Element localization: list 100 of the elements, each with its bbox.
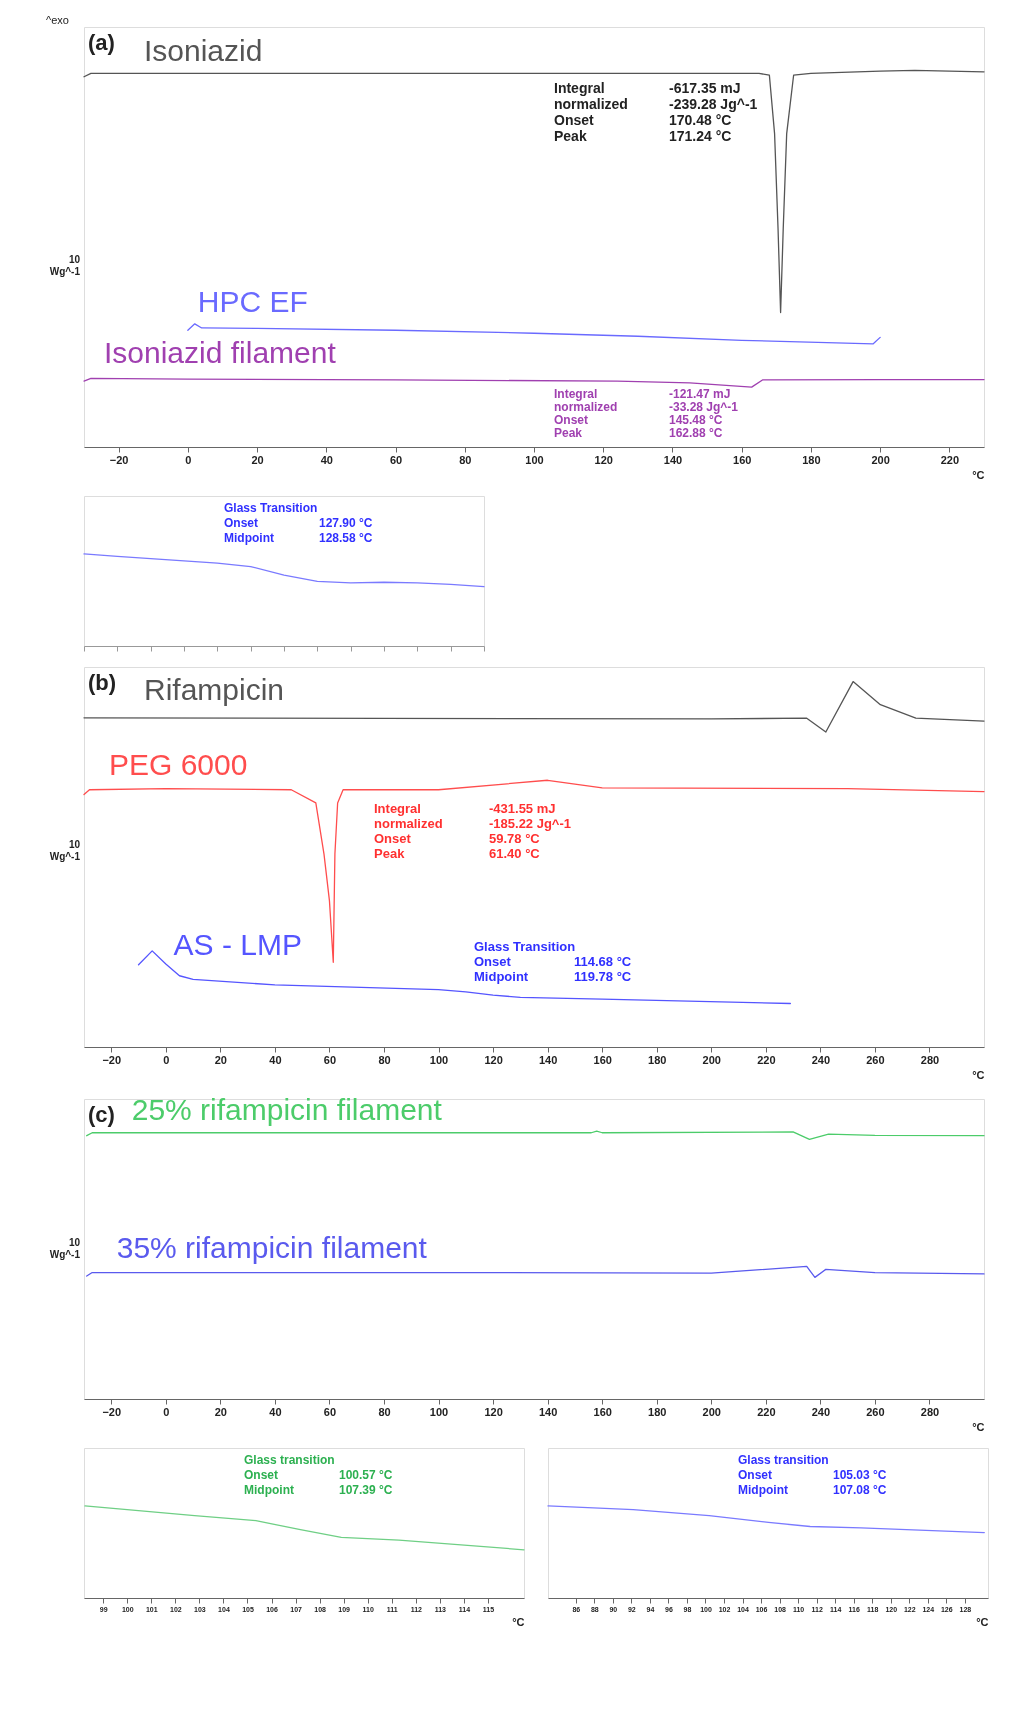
annotation: Midpoint <box>474 969 529 984</box>
x-axis-title: °C <box>972 1068 985 1081</box>
text: 128.58 °C <box>319 531 373 545</box>
annotation: 162.88 °C <box>669 426 723 440</box>
x-tick-label: 40 <box>269 1405 282 1418</box>
x-tick-label: 40 <box>269 1053 282 1066</box>
annotation: 171.24 °C <box>669 128 732 144</box>
text: Midpoint <box>244 1483 294 1497</box>
x-tick-label: 120 <box>594 453 613 466</box>
x-tick-label: 280 <box>920 1053 940 1066</box>
text: 10 <box>68 1237 81 1248</box>
text: Glass Transition <box>224 501 318 515</box>
annotation: Onset <box>554 112 595 128</box>
x-tick-label: 140 <box>538 1405 558 1418</box>
text: ^exo <box>46 14 69 26</box>
text: (c) <box>88 1102 115 1127</box>
text: 10 <box>68 254 81 265</box>
text: 127.90 °C <box>319 516 373 530</box>
x-tick-label: 80 <box>378 1053 391 1066</box>
x-tick-label: 120 <box>484 1053 503 1066</box>
text: Onset <box>224 516 259 530</box>
annotation: 114.68 °C <box>574 954 632 969</box>
text: (a) <box>88 30 115 55</box>
x-tick-label: 220 <box>940 453 960 466</box>
text: Wg^-1 <box>49 851 81 862</box>
x-tick-label: 100 <box>429 1053 449 1066</box>
annotation: Integral <box>554 387 598 401</box>
annotation: Peak <box>554 128 587 144</box>
x-tick-label: 180 <box>648 1405 667 1418</box>
annotation: Integral <box>554 80 605 96</box>
x-axis-title: °C <box>972 1420 985 1433</box>
x-tick-label: 60 <box>323 1053 337 1066</box>
series-label: 25% rifampicin filament <box>131 1092 443 1126</box>
x-tick-label: 180 <box>802 453 821 466</box>
x-tick-label: 160 <box>593 1053 612 1066</box>
text: Midpoint <box>738 1483 788 1497</box>
annotation: 119.78 °C <box>574 969 632 984</box>
x-tick-label: 0 <box>185 453 192 466</box>
annotation: -617.35 mJ <box>669 80 741 96</box>
x-axis-title: °C <box>512 1615 525 1628</box>
x-tick-label: 140 <box>663 453 683 466</box>
text: Glass transition <box>244 1453 335 1467</box>
annotation: normalized <box>374 816 443 831</box>
series-label: HPC EF <box>197 285 308 319</box>
x-tick-label: 0 <box>163 1405 170 1418</box>
x-tick-label: 80 <box>459 453 472 466</box>
annotation: Glass Transition <box>474 939 576 954</box>
annotation: -185.22 Jg^-1 <box>489 816 572 831</box>
x-tick-label: 60 <box>323 1405 337 1418</box>
text: 100.57 °C <box>339 1468 393 1482</box>
x-tick-label: 200 <box>702 1405 721 1418</box>
x-tick-label: 280 <box>920 1405 940 1418</box>
x-tick-label: 0 <box>163 1053 170 1066</box>
x-axis-title: °C <box>972 468 985 481</box>
text: 10 <box>68 839 81 850</box>
x-tick-label: 40 <box>320 453 333 466</box>
annotation: (b) <box>88 670 117 695</box>
x-tick-label: −20 <box>102 1053 122 1066</box>
annotation: -431.55 mJ <box>489 801 556 816</box>
x-tick-label: 20 <box>214 1053 227 1066</box>
text: 105.03 °C <box>833 1468 887 1482</box>
annotation: 145.48 °C <box>669 413 723 427</box>
annotation: -121.47 mJ <box>669 387 731 401</box>
annotation: 170.48 °C <box>669 112 732 128</box>
text: Onset <box>738 1468 773 1482</box>
annotation: normalized <box>554 400 618 414</box>
x-tick-label: 80 <box>378 1405 391 1418</box>
annotation: -33.28 Jg^-1 <box>669 400 739 414</box>
text: 107.08 °C <box>833 1483 887 1497</box>
text: 107.39 °C <box>339 1483 393 1497</box>
series-label: AS - LMP <box>173 927 302 961</box>
text: Wg^-1 <box>49 266 81 277</box>
series-label: Rifampicin <box>144 672 285 706</box>
text: Glass transition <box>738 1453 829 1467</box>
annotation: 61.40 °C <box>489 846 541 861</box>
annotation: Peak <box>554 426 583 440</box>
text: Wg^-1 <box>49 1249 81 1260</box>
x-tick-label: −20 <box>109 453 129 466</box>
annotation: normalized <box>554 96 628 112</box>
x-tick-label: 180 <box>648 1053 667 1066</box>
x-tick-label: 220 <box>757 1053 776 1066</box>
annotation: 59.78 °C <box>489 831 541 846</box>
x-tick-label: −20 <box>102 1405 122 1418</box>
x-tick-label: 260 <box>866 1405 885 1418</box>
x-tick-label: 200 <box>702 1053 721 1066</box>
annotation: Onset <box>374 831 412 846</box>
text: Onset <box>244 1468 279 1482</box>
x-tick-label: 260 <box>866 1053 885 1066</box>
x-tick-label: 160 <box>593 1405 612 1418</box>
x-tick-label: 160 <box>733 453 752 466</box>
x-tick-label: 200 <box>871 453 890 466</box>
series-label: 35% rifampicin filament <box>116 1231 428 1265</box>
x-tick-label: 100 <box>429 1405 449 1418</box>
series-label: Isoniazid filament <box>104 336 337 370</box>
x-tick-label: 20 <box>251 453 264 466</box>
x-tick-label: 220 <box>757 1405 776 1418</box>
annotation: Onset <box>474 954 512 969</box>
x-tick-label: 120 <box>484 1405 503 1418</box>
x-tick-label: 240 <box>811 1405 831 1418</box>
x-tick-label: 240 <box>811 1053 831 1066</box>
